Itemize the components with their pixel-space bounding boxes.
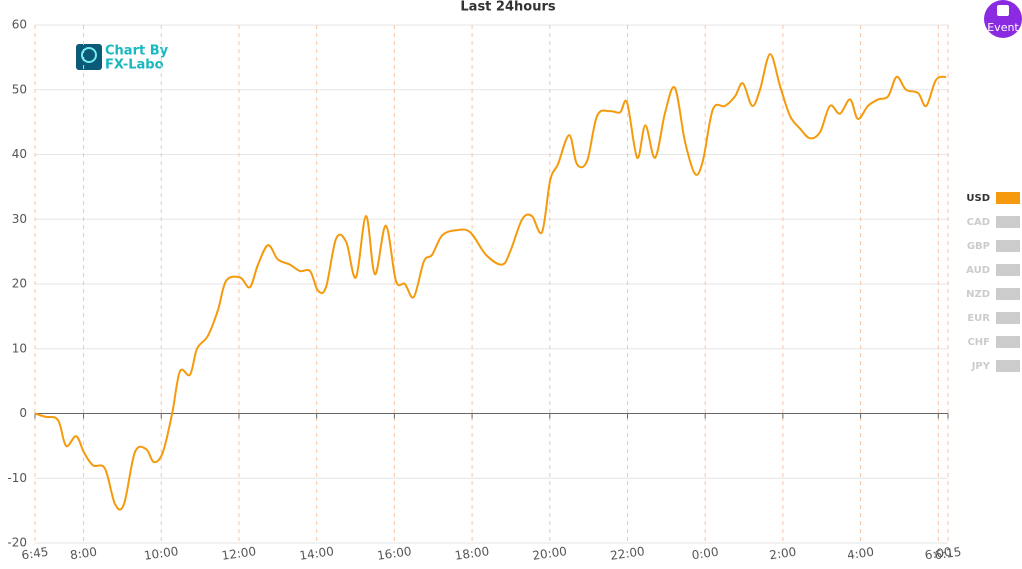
chart-title: Last 24hours xyxy=(460,0,555,15)
legend-label: CAD xyxy=(967,217,990,228)
legend-swatch xyxy=(996,336,1020,348)
x-tick-label: 8:00 xyxy=(69,545,98,563)
y-tick-label: -20 xyxy=(7,536,27,550)
legend-label: USD xyxy=(966,193,990,204)
x-tick-label: 22:00 xyxy=(609,544,645,563)
legend-label: AUD xyxy=(966,265,990,276)
x-tick-label: 2:00 xyxy=(768,545,797,563)
x-tick-label: 6:45 xyxy=(21,545,50,563)
y-tick-label: 60 xyxy=(12,18,27,32)
x-tick-label: 18:00 xyxy=(454,544,490,563)
logo: Chart By FX-Labo xyxy=(76,44,169,73)
logo-text: FX-Labo xyxy=(105,58,164,73)
x-tick-label: 16:00 xyxy=(376,544,412,563)
y-tick-label: -10 xyxy=(7,471,27,485)
legend-swatch xyxy=(996,240,1020,252)
logo-icon xyxy=(81,47,97,63)
logo-text: Chart By xyxy=(105,44,169,59)
x-tick-label: 6:00 xyxy=(924,545,953,563)
y-tick-label: 50 xyxy=(12,82,27,96)
line xyxy=(34,53,947,511)
event-button[interactable]: Event xyxy=(984,0,1022,38)
event-label[interactable]: Event xyxy=(987,21,1019,34)
event-button-bg[interactable] xyxy=(984,0,1022,38)
y-tick-label: 30 xyxy=(12,212,27,226)
legend-swatch xyxy=(996,216,1020,228)
y-tick-label: 20 xyxy=(12,277,27,291)
x-tick-label: 6:15 xyxy=(934,545,963,563)
legend-swatch xyxy=(996,264,1020,276)
legend-label: JPY xyxy=(971,361,991,372)
x-tick-label: 10:00 xyxy=(143,544,179,563)
legend-swatch xyxy=(996,192,1020,204)
legend-swatch xyxy=(996,312,1020,324)
x-tick-label: 0:00 xyxy=(691,545,720,563)
legend-label: NZD xyxy=(966,289,990,300)
event-icon xyxy=(997,5,1009,16)
legend-swatch xyxy=(996,288,1020,300)
legend-label: EUR xyxy=(967,313,990,324)
x-tick-label: 4:00 xyxy=(846,545,875,563)
x-tick-label: 20:00 xyxy=(532,544,568,563)
x-tick-label: 14:00 xyxy=(298,544,334,563)
y-tick-label: 0 xyxy=(19,406,27,420)
legend-label: GBP xyxy=(967,241,990,252)
x-tick-label: 12:00 xyxy=(221,544,257,563)
legend-label: CHF xyxy=(967,337,990,348)
y-tick-label: 40 xyxy=(12,147,27,161)
y-tick-label: 10 xyxy=(12,341,27,355)
legend-swatch xyxy=(996,360,1020,372)
